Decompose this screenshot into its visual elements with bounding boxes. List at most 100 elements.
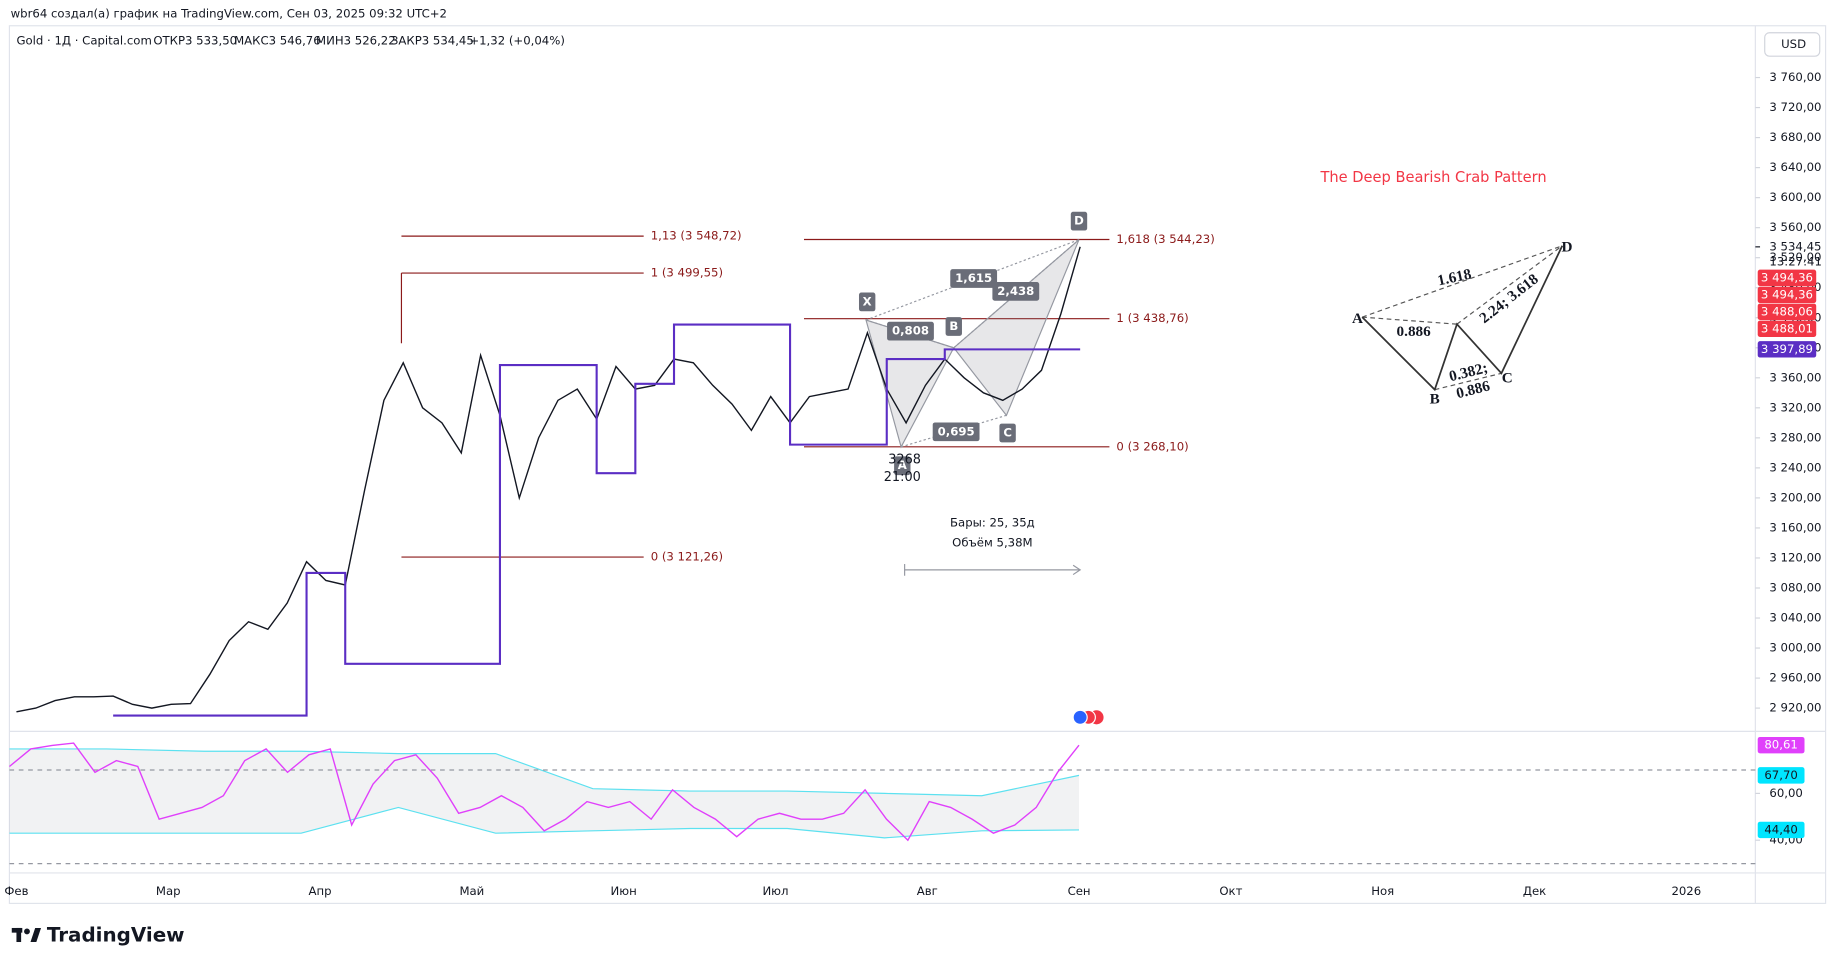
y-tick-label: 3 640,00	[1769, 160, 1821, 174]
y-tick-label: 3 560,00	[1769, 220, 1821, 234]
price-tag	[1757, 320, 1817, 337]
pattern-point-box	[858, 292, 876, 312]
frame	[8, 25, 1827, 904]
schematic-title: The Deep Bearish Crab Pattern	[1319, 169, 1546, 186]
rsi-tick-label: 60,00	[1769, 786, 1802, 800]
pattern-ratio: 0,695	[938, 424, 975, 438]
y-tick-label: 3 040,00	[1769, 611, 1821, 625]
fib-label: 1,618 (3 544,23)	[1116, 232, 1214, 246]
pattern-ratio: 1,615	[955, 271, 992, 285]
pattern-ratio-box	[950, 269, 998, 288]
pattern-point: D	[1074, 214, 1084, 228]
price-tag-label: 3 488,06	[1761, 304, 1813, 318]
fib-label: 0 (3 121,26)	[651, 550, 723, 564]
x-tick-label: Ноя	[1371, 884, 1394, 898]
schematic-ratio: 0.886	[1397, 323, 1432, 340]
schematic-point: D	[1561, 239, 1572, 256]
y-tick-label: 3 240,00	[1769, 460, 1821, 474]
rsi-tag-label: 80,61	[1764, 738, 1797, 752]
price-tag-label: 3 488,01	[1761, 321, 1813, 335]
rsi-line	[8, 742, 1080, 842]
price-tag	[1757, 286, 1817, 304]
author-line: wbr64 создал(а) график на TradingView.co…	[11, 7, 447, 21]
marker-price: 3268	[888, 452, 921, 467]
rsi-tag	[1757, 821, 1805, 839]
fib-label: 1 (3 438,76)	[1116, 311, 1188, 325]
countdown: 13:27:41	[1769, 255, 1822, 269]
step-line	[113, 323, 1081, 717]
schematic-point: A	[1352, 310, 1363, 327]
events-icon[interactable]	[1072, 709, 1104, 725]
x-tick-label: Мар	[156, 884, 181, 898]
x-tick-label: Май	[459, 884, 484, 898]
y-tick-label: 2 960,00	[1769, 671, 1821, 685]
y-tick-label: 3 720,00	[1769, 100, 1821, 114]
price-line	[16, 246, 1081, 713]
marker-time: 21:00	[884, 470, 921, 485]
ohlc-low: МИН3 526,22	[316, 33, 396, 47]
rsi-tag	[1757, 736, 1805, 754]
rsi-band-fill	[9, 748, 1079, 838]
ohlc-high: МАКС3 546,76	[234, 33, 321, 47]
y-tick-label: 3 120,00	[1769, 550, 1821, 564]
price-tag-label: 3 494,36	[1761, 270, 1813, 284]
x-tick-label: Июн	[611, 884, 637, 898]
x-tick-label: Сен	[1068, 884, 1091, 898]
fib-label: 0 (3 268,10)	[1116, 439, 1188, 453]
price-tag	[1757, 269, 1817, 287]
y-tick-label: 3 080,00	[1769, 580, 1821, 594]
pattern-point-box	[945, 317, 962, 336]
schematic-diagram	[1361, 245, 1564, 392]
measure-bars: Бары: 25, 35д	[950, 516, 1035, 530]
last-price: 3 534,45	[1769, 239, 1821, 253]
schematic-point: B	[1430, 391, 1440, 408]
currency: USD	[1781, 37, 1806, 51]
pattern-point: X	[863, 294, 872, 308]
y-tick-label: 3 000,00	[1769, 641, 1821, 655]
symbol: Gold · 1Д · Capital.com	[16, 33, 151, 47]
y-tick-label: 3 760,00	[1769, 70, 1821, 84]
rsi-tag-label: 44,40	[1764, 822, 1797, 836]
y-tick-label: 3 200,00	[1769, 490, 1821, 504]
y-tick-label: 3 320,00	[1769, 400, 1821, 414]
change: +1,32 (+0,04%)	[469, 33, 565, 47]
x-tick-label: Авг	[917, 884, 938, 898]
x-tick-label: Дек	[1523, 884, 1546, 898]
price-tag	[1757, 303, 1817, 320]
rsi-band-lower	[9, 806, 1079, 839]
y-tick-label: 2 920,00	[1769, 701, 1821, 715]
currency-button[interactable]	[1764, 32, 1821, 57]
price-tag	[1757, 341, 1817, 358]
pattern-point: B	[949, 319, 958, 333]
pattern-ratio-box	[887, 321, 934, 341]
y-tick-label: 3 520,00	[1769, 250, 1821, 264]
pattern-point: C	[1003, 425, 1012, 439]
x-tick-label: Июл	[762, 884, 788, 898]
pattern-ratio: 0,808	[892, 324, 929, 338]
brand-logo	[11, 927, 42, 943]
fib-label: 1 (3 499,55)	[651, 266, 723, 280]
rsi-band-upper	[9, 748, 1080, 797]
price-tag-label: 3 494,36	[1761, 287, 1813, 301]
x-tick-label: Окт	[1219, 884, 1242, 898]
pattern-point-box	[1070, 211, 1088, 231]
schematic-ratio: 1.618	[1436, 266, 1473, 290]
y-tick-label: 3 680,00	[1769, 130, 1821, 144]
pattern-ratio-box	[932, 422, 980, 442]
pattern-point: A	[898, 458, 907, 472]
ohlc-close: ЗАКР3 534,45	[391, 33, 474, 47]
fib-label: 1,13 (3 548,72)	[651, 229, 742, 243]
ohlc-open: ОТКР3 533,50	[153, 33, 237, 47]
price-tag-label: 3 397,89	[1761, 342, 1813, 356]
rsi-tag-label: 67,70	[1764, 768, 1797, 782]
measure-arrow	[904, 564, 1082, 576]
x-tick-label: Апр	[309, 884, 332, 898]
x-tick-label: Фев	[4, 884, 28, 898]
y-tick-label: 3 160,00	[1769, 520, 1821, 534]
pattern-ratio: 2,438	[997, 284, 1034, 298]
y-tick-label: 3 600,00	[1769, 190, 1821, 204]
x-tick-label: 2026	[1671, 884, 1701, 898]
pattern-point-box	[894, 456, 911, 476]
